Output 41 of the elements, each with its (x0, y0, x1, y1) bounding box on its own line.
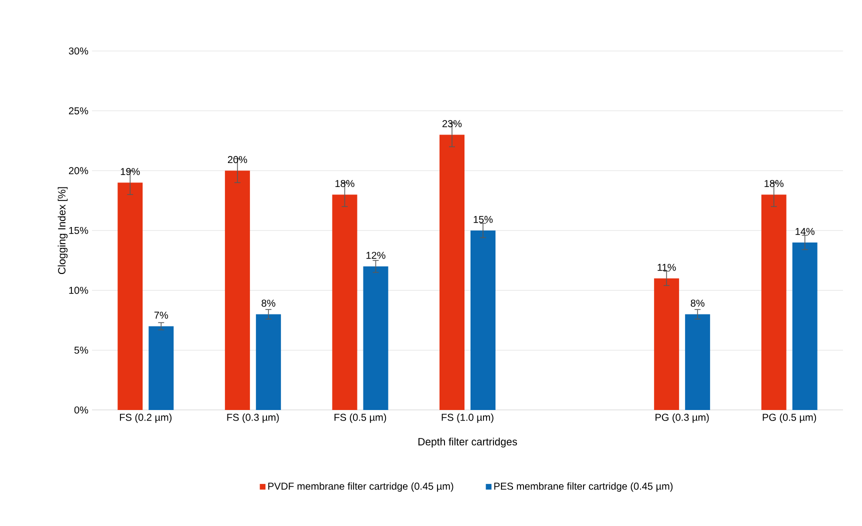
legend-label: PES membrane filter cartridge (0.45 µm) (494, 482, 673, 492)
x-tick-label: FS (0.5 µm) (334, 414, 386, 423)
x-tick-label: FS (0.2 µm) (120, 414, 172, 423)
x-tick-label: PG (0.5 µm) (762, 414, 816, 423)
data-label: 18% (764, 180, 784, 188)
data-label: 20% (228, 156, 248, 164)
legend-label: PVDF membrane filter cartridge (0.45 µm) (268, 482, 454, 492)
data-label: 14% (796, 228, 815, 235)
bar (148, 326, 174, 410)
x-tick-label: FS (0.3 µm) (227, 414, 279, 423)
data-label: 8% (262, 300, 276, 307)
data-label: 11% (658, 264, 676, 271)
y-tick-label: 30% (68, 47, 88, 55)
bar (118, 182, 143, 410)
y-tick-label: 5% (74, 346, 88, 354)
y-tick-label: 25% (68, 107, 88, 114)
bar (792, 242, 818, 410)
y-tick-label: 20% (68, 167, 88, 174)
bar (685, 314, 710, 410)
bar (363, 266, 388, 410)
data-label: 8% (690, 300, 704, 307)
bar (224, 170, 250, 410)
data-label: 18% (335, 180, 354, 188)
data-label: 7% (154, 312, 168, 319)
bar (256, 314, 281, 410)
data-label: 15% (474, 216, 493, 223)
y-tick-label: 0% (74, 406, 88, 414)
data-label: 12% (366, 252, 386, 259)
y-axis-title: Clogging Index [%] (58, 187, 68, 274)
x-axis-title: Depth filter cartridges (418, 438, 517, 448)
bar (470, 230, 496, 410)
bar (654, 278, 680, 410)
bar (440, 134, 464, 410)
y-tick-label: 10% (69, 286, 88, 294)
x-tick-label: PG (0.3 µm) (656, 414, 709, 423)
y-tick-label: 15% (69, 226, 88, 234)
data-label: 19% (120, 168, 140, 176)
bar (761, 194, 786, 410)
data-label: 23% (442, 120, 462, 128)
bar (332, 194, 358, 410)
x-tick-label: FS (1.0 µm) (442, 414, 494, 423)
